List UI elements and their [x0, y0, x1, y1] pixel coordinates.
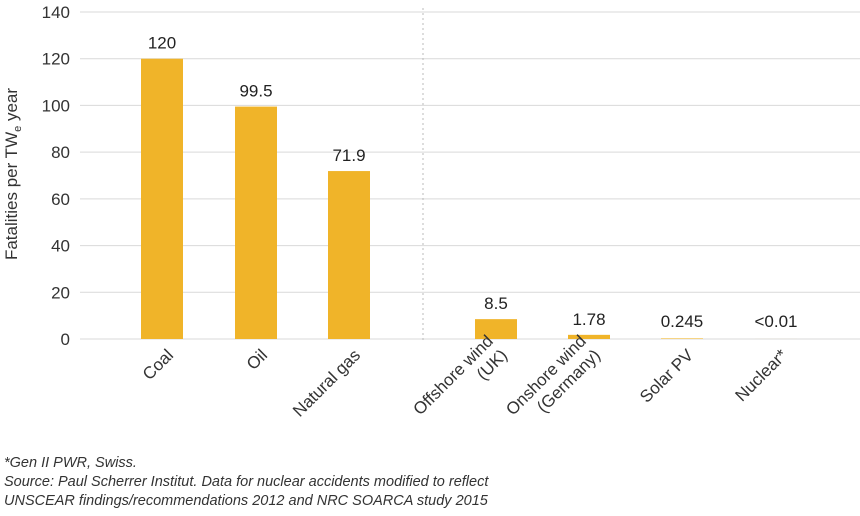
category-label: Solar PV: [636, 345, 697, 406]
category-label-line: Nuclear*: [732, 345, 792, 405]
data-label: 8.5: [484, 294, 508, 313]
data-label: <0.01: [754, 312, 797, 331]
bar: [235, 106, 277, 339]
category-label-line: Coal: [139, 346, 177, 384]
category-label: Nuclear*: [732, 345, 792, 405]
bar: [328, 171, 370, 339]
data-label: 0.245: [661, 312, 704, 331]
data-label: 99.5: [239, 82, 272, 101]
y-tick-label: 80: [51, 143, 70, 162]
source-line-1: Source: Paul Scherrer Institut. Data for…: [4, 474, 489, 490]
chart-notes: *Gen II PWR, Swiss. Source: Paul Scherre…: [4, 454, 488, 511]
category-label-line: Natural gas: [289, 346, 364, 421]
data-labels: 120 99.5 71.9 8.5 1.78 0.245 <0.01: [148, 34, 798, 331]
category-label: Oil: [243, 346, 271, 374]
y-axis-label-main: Fatalities per TW: [2, 132, 21, 260]
category-label: Offshore wind(UK): [410, 331, 512, 418]
bar: [568, 334, 610, 339]
y-axis-label-subscript: e: [12, 126, 24, 132]
y-tick-label: 100: [42, 96, 70, 115]
bars: [141, 58, 797, 339]
data-label: 1.78: [572, 310, 605, 329]
footnote: *Gen II PWR, Swiss.: [4, 455, 137, 471]
bar: [475, 319, 517, 339]
y-tick-label: 0: [61, 330, 70, 349]
category-label-line: Solar PV: [636, 345, 697, 406]
category-label: Natural gas: [289, 346, 364, 421]
bar-chart: 0 20 40 60 80 100 120 140 120 99.5 71.9 8.5 1.78 0.2…: [2, 3, 860, 421]
y-tick-label: 120: [42, 50, 70, 69]
category-label: Coal: [139, 346, 177, 384]
bar: [141, 58, 183, 339]
y-axis-ticks: 0 20 40 60 80 100 120 140: [42, 3, 70, 349]
y-tick-label: 40: [51, 237, 70, 256]
data-label: 71.9: [332, 146, 365, 165]
y-axis-label: Fatalities per TWe year: [2, 88, 24, 260]
gridlines: [80, 11, 860, 340]
y-tick-label: 20: [51, 283, 70, 302]
data-label: 120: [148, 34, 176, 53]
bar: [661, 338, 703, 339]
category-labels: Coal Oil Natural gas Offshore wind(UK)Onsho…: [139, 331, 792, 421]
category-label-line: Oil: [243, 346, 271, 374]
y-tick-label: 140: [42, 3, 70, 22]
source-line-2: UNSCEAR findings/recommendations 2012 an…: [4, 493, 488, 509]
y-tick-label: 60: [51, 190, 70, 209]
category-label: Onshore wind(Germany): [502, 331, 604, 419]
y-axis-label-suffix: year: [2, 88, 21, 126]
